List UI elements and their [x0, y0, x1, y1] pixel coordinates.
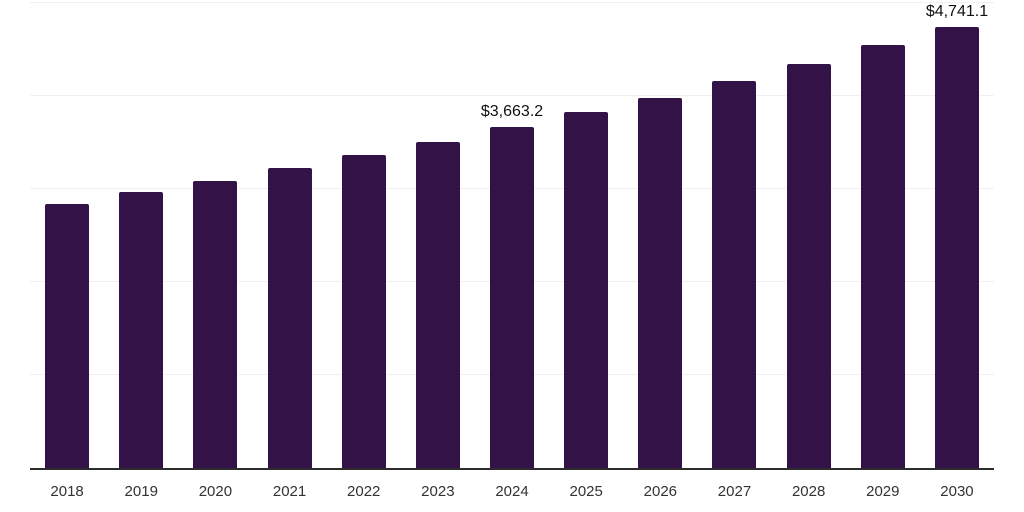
bar-2023	[415, 142, 460, 468]
bar-slot-2022	[327, 3, 401, 468]
bar-slot-2027	[697, 3, 771, 468]
bar-2022	[341, 155, 386, 468]
gridline-5000	[30, 2, 994, 3]
bar-slot-2020	[178, 3, 252, 468]
x-tick-label-2025: 2025	[569, 483, 603, 500]
bar-slot-2024: $3,663.2	[475, 3, 549, 468]
x-tick-label-2028: 2028	[791, 483, 826, 500]
bar-2029	[860, 44, 905, 468]
bar-2025	[564, 112, 609, 468]
bar-2027	[712, 80, 757, 468]
bar-2028	[786, 63, 831, 468]
plot-area: $3,663.2 $4,741.1	[30, 2, 994, 470]
bar-value-label-2030: $4,741.1	[925, 3, 989, 21]
bar-2019	[119, 192, 164, 468]
bars-row: $3,663.2 $4,741.1	[30, 3, 994, 468]
bar-slot-2018	[30, 3, 104, 468]
bar-2021	[267, 168, 312, 468]
bar-slot-2023	[401, 3, 475, 468]
x-tick-label-2030: 2030	[940, 483, 974, 500]
x-tick-label-2018: 2018	[50, 483, 84, 500]
x-tick-label-2022: 2022	[347, 483, 381, 500]
x-tick-label-2020: 2020	[198, 483, 233, 500]
x-tick-label-2023: 2023	[421, 483, 455, 500]
bar-2020	[193, 180, 238, 468]
x-tick-label-2019: 2019	[124, 483, 158, 500]
bar-2030	[934, 27, 979, 468]
bar-value-label-2024: $3,663.2	[480, 103, 544, 121]
x-tick-label-2021: 2021	[272, 483, 307, 500]
bar-slot-2026	[623, 3, 697, 468]
gridline-4000	[30, 95, 994, 96]
x-tick-label-2029: 2029	[866, 483, 900, 500]
bar-slot-2030: $4,741.1	[920, 3, 994, 468]
bar-2026	[638, 97, 683, 468]
x-tick-label-2024: 2024	[495, 483, 529, 500]
bar-2018	[45, 204, 90, 468]
x-tick-label-2026: 2026	[643, 483, 678, 500]
bar-slot-2028	[772, 3, 846, 468]
bar-slot-2025	[549, 3, 623, 468]
bar-slot-2029	[846, 3, 920, 468]
bar-slot-2021	[252, 3, 326, 468]
x-tick-label-2027: 2027	[717, 483, 752, 500]
bar-slot-2019	[104, 3, 178, 468]
bar-2024	[490, 127, 535, 468]
x-axis-tick-labels: 2018 2019 2020 2021 2022 2023 2024 2025 2026 2027…	[30, 482, 994, 502]
